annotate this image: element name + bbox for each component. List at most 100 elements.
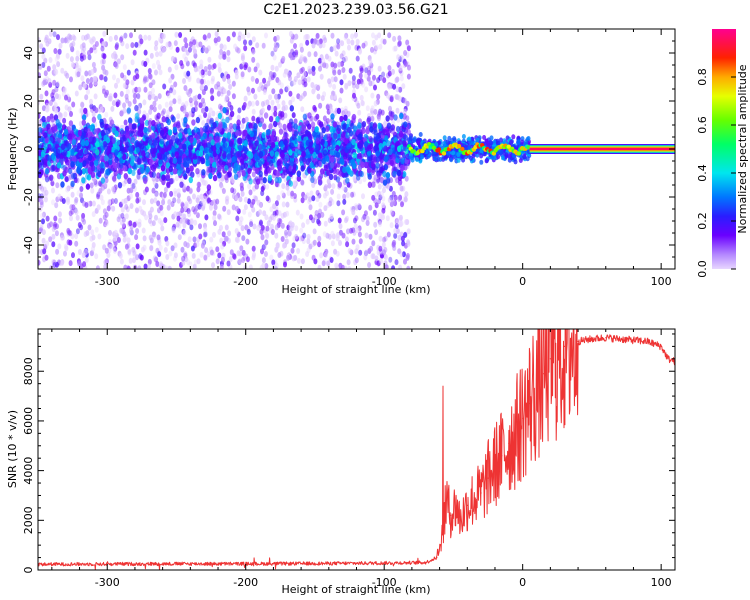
- heat-cell: [132, 257, 136, 264]
- heat-cell: [263, 112, 269, 119]
- heat-cell: [261, 262, 266, 269]
- heat-cell: [301, 238, 306, 245]
- heat-cell: [97, 233, 102, 240]
- heat-cell: [134, 86, 139, 93]
- heat-cell: [251, 171, 256, 178]
- heat-cell: [166, 92, 171, 99]
- heat-cell: [112, 247, 117, 254]
- heat-cell: [43, 37, 48, 43]
- heat-cell: [401, 251, 406, 258]
- heat-cell: [203, 112, 208, 118]
- heat-cell: [169, 84, 174, 91]
- heat-cell: [270, 229, 275, 235]
- heat-cell: [374, 44, 379, 51]
- heat-cell: [177, 222, 182, 229]
- heat-cell: [127, 177, 132, 184]
- heat-cell: [257, 86, 262, 93]
- heat-cell: [105, 89, 109, 96]
- heat-cell: [226, 36, 231, 42]
- heat-cell: [214, 83, 219, 90]
- heat-cell: [85, 33, 90, 40]
- heat-cell: [204, 247, 209, 254]
- heat-cell: [314, 84, 319, 90]
- heat-cell: [211, 262, 215, 269]
- heat-cell: [393, 194, 398, 201]
- heat-cell: [272, 72, 277, 78]
- heat-cell: [328, 197, 333, 203]
- heat-cell: [57, 243, 62, 250]
- heat-cell: [237, 35, 242, 42]
- heat-cell: [112, 175, 117, 182]
- heat-cell: [288, 220, 293, 227]
- heat-cell: [334, 50, 339, 57]
- heat-cell: [394, 259, 399, 266]
- heat-cell: [345, 192, 350, 198]
- heat-cell: [296, 257, 301, 264]
- heat-cell: [266, 135, 271, 142]
- heat-cell: [56, 162, 62, 169]
- heat-cell: [395, 86, 400, 93]
- heat-cell: [328, 81, 333, 88]
- heat-cell: [47, 155, 52, 162]
- heat-cell: [375, 178, 380, 184]
- heat-cell: [322, 34, 327, 41]
- heat-cell: [308, 204, 313, 211]
- heat-cell: [135, 191, 140, 198]
- heat-cell: [135, 228, 140, 234]
- heat-cell: [251, 245, 256, 252]
- heat-cell: [159, 138, 164, 145]
- heat-cell: [121, 216, 126, 223]
- heat-cell: [109, 119, 115, 126]
- heat-cell: [367, 173, 372, 180]
- heat-cell: [403, 108, 407, 115]
- heat-cell: [326, 260, 331, 267]
- heat-cell: [284, 229, 288, 236]
- heat-cell: [60, 37, 65, 44]
- heat-cell: [48, 30, 53, 37]
- heat-cell: [315, 196, 320, 203]
- heat-cell: [343, 34, 348, 41]
- heat-cell: [167, 129, 173, 136]
- heat-cell: [203, 254, 208, 261]
- heat-cell: [396, 169, 402, 177]
- heat-cell: [328, 173, 334, 181]
- heat-cell: [115, 101, 120, 108]
- heat-cell: [251, 87, 255, 94]
- heat-cell: [197, 203, 202, 210]
- heat-cell: [264, 32, 268, 39]
- heat-cell: [333, 248, 338, 255]
- heat-cell: [392, 45, 397, 52]
- heat-cell: [280, 222, 285, 229]
- heat-cell: [324, 251, 328, 258]
- heat-cell: [147, 68, 152, 74]
- heat-cell: [232, 253, 237, 260]
- heat-cell: [223, 235, 228, 242]
- heat-cell: [148, 82, 153, 89]
- heat-cell: [329, 257, 334, 263]
- heat-cell: [62, 117, 67, 124]
- heat-cell: [79, 43, 84, 50]
- heat-cell: [382, 236, 387, 243]
- heat-cell: [187, 144, 193, 152]
- heat-cell: [269, 254, 274, 261]
- heat-cell: [401, 83, 406, 90]
- heat-cell: [372, 209, 377, 216]
- heat-cell: [144, 76, 149, 83]
- heat-cell: [154, 40, 159, 47]
- heat-cell: [54, 93, 59, 100]
- heat-cell: [83, 231, 88, 238]
- heat-cell: [111, 52, 115, 59]
- heat-cell: [217, 112, 223, 120]
- heat-cell: [381, 202, 386, 209]
- heat-cell: [397, 35, 402, 42]
- heat-cell: [126, 265, 131, 269]
- heat-cell: [118, 201, 123, 208]
- heat-cell: [61, 198, 66, 204]
- heat-cell: [310, 121, 316, 128]
- heat-cell: [129, 227, 133, 234]
- heat-cell: [316, 84, 321, 90]
- heat-cell: [140, 209, 145, 216]
- heat-cell: [278, 61, 282, 68]
- heat-cell: [382, 38, 387, 45]
